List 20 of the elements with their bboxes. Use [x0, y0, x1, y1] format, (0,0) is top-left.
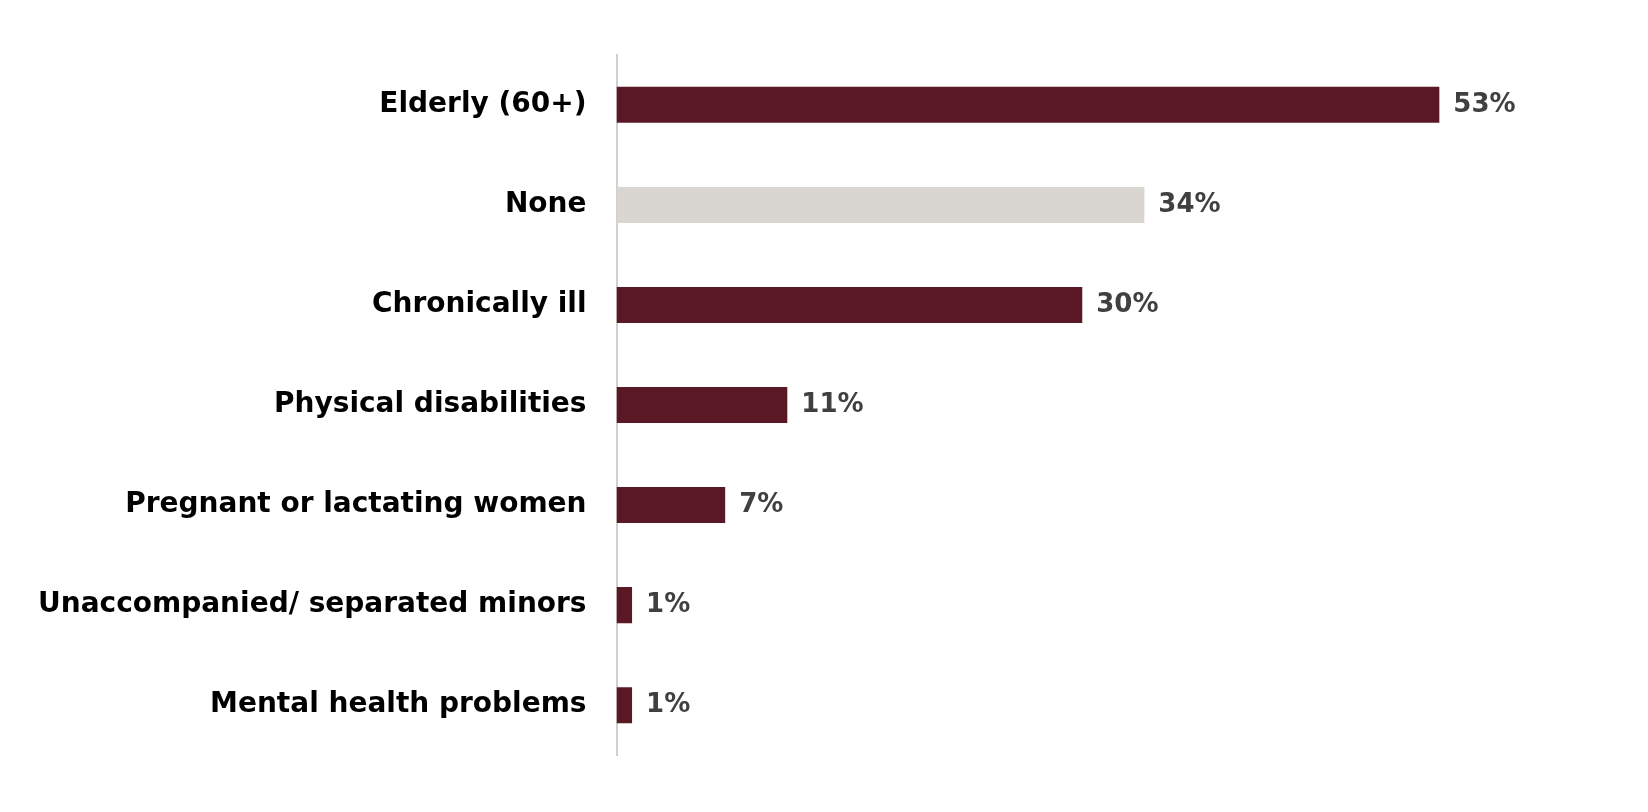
y-tick-label: Pregnant or lactating women [125, 486, 587, 520]
data-label: 1% [646, 587, 691, 618]
y-tick-label: Unaccompanied/ separated minors [38, 586, 587, 620]
data-label: 1% [646, 687, 691, 718]
y-tick-label: Mental health problems [210, 686, 587, 720]
bar [616, 86, 1440, 123]
y-tick-label: Elderly (60+) [379, 86, 587, 120]
bar [616, 487, 726, 524]
bar [616, 286, 1083, 323]
data-label: 34% [1158, 187, 1221, 218]
data-label: 30% [1096, 287, 1159, 318]
data-label: 53% [1453, 87, 1516, 118]
bar [616, 386, 788, 424]
bar [616, 587, 633, 624]
data-label: 11% [801, 387, 864, 418]
bar [616, 687, 633, 724]
y-tick-label: Chronically ill [371, 286, 587, 320]
data-label: 7% [739, 487, 784, 518]
y-tick-label: None [504, 186, 587, 220]
y-tick-label: Physical disabilities [274, 386, 587, 420]
